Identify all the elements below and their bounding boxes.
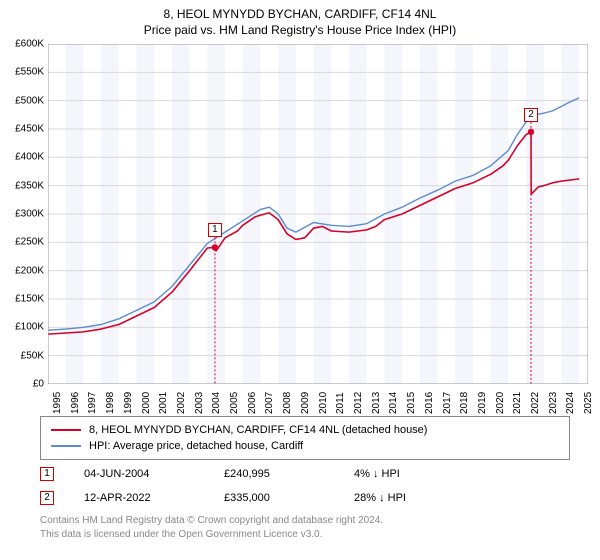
xtick-label: 1995 (52, 392, 63, 414)
chart-svg (48, 44, 588, 384)
chart-area (48, 44, 588, 384)
xtick-label: 2024 (565, 392, 576, 414)
xtick-label: 2017 (442, 392, 453, 414)
data-rows: 1 04-JUN-2004 £240,995 4% ↓ HPI 2 12-APR… (40, 462, 570, 510)
ytick-label: £550K (0, 67, 44, 78)
data-row-2: 2 12-APR-2022 £335,000 28% ↓ HPI (40, 486, 570, 510)
chart-marker-1: 1 (208, 223, 222, 237)
xtick-label: 2003 (194, 392, 205, 414)
xtick-label: 2006 (247, 392, 258, 414)
footer-line-1: Contains HM Land Registry data © Crown c… (40, 514, 570, 528)
data-row-2-marker: 2 (40, 491, 54, 505)
xtick-label: 2002 (176, 392, 187, 414)
ytick-label: £450K (0, 124, 44, 135)
ytick-label: £0 (0, 379, 44, 390)
xtick-label: 2018 (459, 392, 470, 414)
xtick-label: 2000 (141, 392, 152, 414)
legend-label-red: 8, HEOL MYNYDD BYCHAN, CARDIFF, CF14 4NL… (89, 422, 427, 438)
title-line-2: Price paid vs. HM Land Registry's House … (0, 22, 600, 38)
xtick-label: 2011 (335, 392, 346, 414)
legend-item-red: 8, HEOL MYNYDD BYCHAN, CARDIFF, CF14 4NL… (51, 422, 559, 438)
ytick-label: £100K (0, 322, 44, 333)
xtick-label: 2001 (158, 392, 169, 414)
ytick-label: £600K (0, 39, 44, 50)
data-row-2-date: 12-APR-2022 (84, 492, 224, 504)
ytick-label: £250K (0, 237, 44, 248)
xtick-label: 2005 (229, 392, 240, 414)
ytick-label: £500K (0, 95, 44, 106)
xtick-label: 2025 (583, 392, 594, 414)
legend-swatch-blue (51, 445, 81, 447)
data-row-1-date: 04-JUN-2004 (84, 468, 224, 480)
xtick-label: 2008 (282, 392, 293, 414)
legend-item-blue: HPI: Average price, detached house, Card… (51, 438, 559, 454)
xtick-label: 2021 (512, 392, 523, 414)
figure-container: 8, HEOL MYNYDD BYCHAN, CARDIFF, CF14 4NL… (0, 0, 600, 560)
ytick-label: £350K (0, 180, 44, 191)
legend-swatch-red (51, 429, 81, 431)
footer: Contains HM Land Registry data © Crown c… (40, 514, 570, 542)
xtick-label: 1999 (123, 392, 134, 414)
xtick-label: 2004 (211, 392, 222, 414)
xtick-label: 2015 (406, 392, 417, 414)
ytick-label: £300K (0, 209, 44, 220)
data-row-2-pct: 28% ↓ HPI (354, 492, 534, 504)
xtick-label: 2013 (371, 392, 382, 414)
legend-label-blue: HPI: Average price, detached house, Card… (89, 438, 303, 454)
data-row-1: 1 04-JUN-2004 £240,995 4% ↓ HPI (40, 462, 570, 486)
ytick-label: £200K (0, 265, 44, 276)
data-row-1-marker: 1 (40, 467, 54, 481)
legend-box: 8, HEOL MYNYDD BYCHAN, CARDIFF, CF14 4NL… (40, 416, 570, 460)
xtick-label: 2007 (264, 392, 275, 414)
xtick-label: 1998 (105, 392, 116, 414)
ytick-label: £400K (0, 152, 44, 163)
xtick-label: 2014 (388, 392, 399, 414)
xtick-label: 2012 (353, 392, 364, 414)
xtick-label: 1997 (87, 392, 98, 414)
xtick-label: 2016 (424, 392, 435, 414)
data-row-1-price: £240,995 (224, 468, 354, 480)
xtick-label: 2023 (548, 392, 559, 414)
xtick-label: 2009 (300, 392, 311, 414)
ytick-label: £150K (0, 294, 44, 305)
xtick-label: 2019 (477, 392, 488, 414)
xtick-label: 2020 (495, 392, 506, 414)
xtick-label: 2022 (530, 392, 541, 414)
xtick-label: 2010 (318, 392, 329, 414)
xtick-label: 1996 (70, 392, 81, 414)
footer-line-2: This data is licensed under the Open Gov… (40, 528, 570, 542)
chart-marker-2: 2 (524, 108, 538, 122)
ytick-label: £50K (0, 350, 44, 361)
data-row-1-pct: 4% ↓ HPI (354, 468, 534, 480)
data-row-2-price: £335,000 (224, 492, 354, 504)
title-line-1: 8, HEOL MYNYDD BYCHAN, CARDIFF, CF14 4NL (0, 0, 600, 22)
